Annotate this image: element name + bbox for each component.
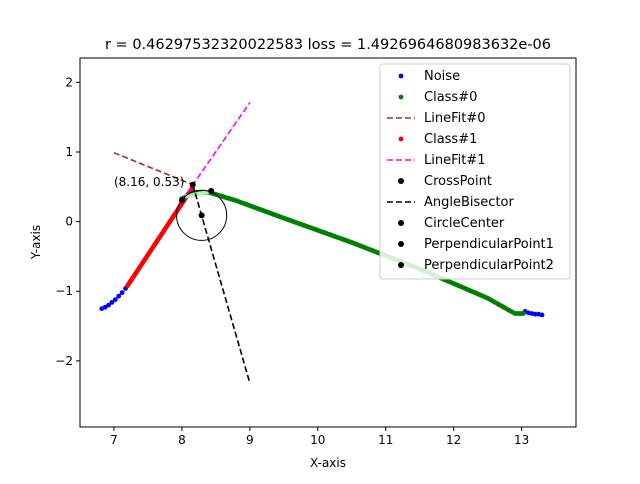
chart-title: r = 0.46297532320022583 loss = 1.4926964… [105, 37, 551, 53]
legend-label: PerpendicularPoint1 [424, 237, 554, 252]
perpendicular-point2 [178, 197, 185, 204]
plot-area [99, 102, 545, 384]
legend-marker [398, 73, 404, 79]
x-tick-label: 8 [178, 433, 186, 447]
y-tick-label: −2 [55, 354, 73, 368]
y-axis-label: Y-axis [29, 225, 43, 260]
x-tick-label: 13 [514, 433, 529, 447]
y-tick-label: 1 [65, 145, 73, 159]
x-axis-label: X-axis [310, 456, 346, 470]
x-tick-label: 9 [246, 433, 254, 447]
legend-label: CrossPoint [424, 174, 492, 189]
class0-point [520, 311, 526, 316]
legend-marker [398, 262, 404, 268]
x-tick-label: 7 [110, 433, 118, 447]
cross-point-annotation: (8.16, 0.53) [114, 175, 184, 189]
inscribed-circle [176, 189, 228, 241]
legend-label: LineFit#1 [424, 153, 486, 168]
x-tick-label: 11 [378, 433, 393, 447]
legend-label: LineFit#0 [424, 111, 486, 126]
noise-point [539, 312, 545, 318]
noise-point [112, 297, 118, 302]
legend-marker [398, 136, 404, 142]
legend-label: CircleCenter [424, 216, 505, 231]
legend-marker [398, 178, 404, 184]
legend-marker [398, 94, 404, 100]
angle-bisector-line [192, 184, 251, 384]
x-tick-label: 10 [310, 433, 325, 447]
legend-label: AngleBisector [424, 195, 514, 210]
noise-point [106, 302, 111, 308]
axes-frame [79, 57, 577, 428]
legend-marker [398, 241, 404, 247]
legend: Noise Class#0 LineFit#0 Class#1 LineFit#1 Cro… [379, 63, 571, 280]
noise-point [116, 293, 122, 299]
circle-center-point [198, 212, 205, 219]
y-tick-label: 0 [65, 215, 73, 229]
highlight-segment [184, 189, 213, 199]
legend-label: Noise [424, 69, 460, 84]
legend-label: Class#1 [424, 132, 477, 147]
legend-marker [398, 220, 404, 226]
cross-point [189, 181, 196, 188]
x-tick-label: 12 [446, 433, 461, 447]
y-tick-label: 2 [65, 75, 73, 89]
noise-point [532, 311, 538, 317]
legend-label: Class#0 [424, 90, 477, 105]
perpendicular-point1 [208, 187, 215, 194]
noise-point [119, 290, 125, 296]
linefit0-line [113, 151, 194, 186]
legend-label: PerpendicularPoint2 [424, 258, 554, 273]
legend-box [379, 63, 571, 280]
y-tick-label: −1 [55, 284, 73, 298]
noise-point [109, 299, 115, 305]
